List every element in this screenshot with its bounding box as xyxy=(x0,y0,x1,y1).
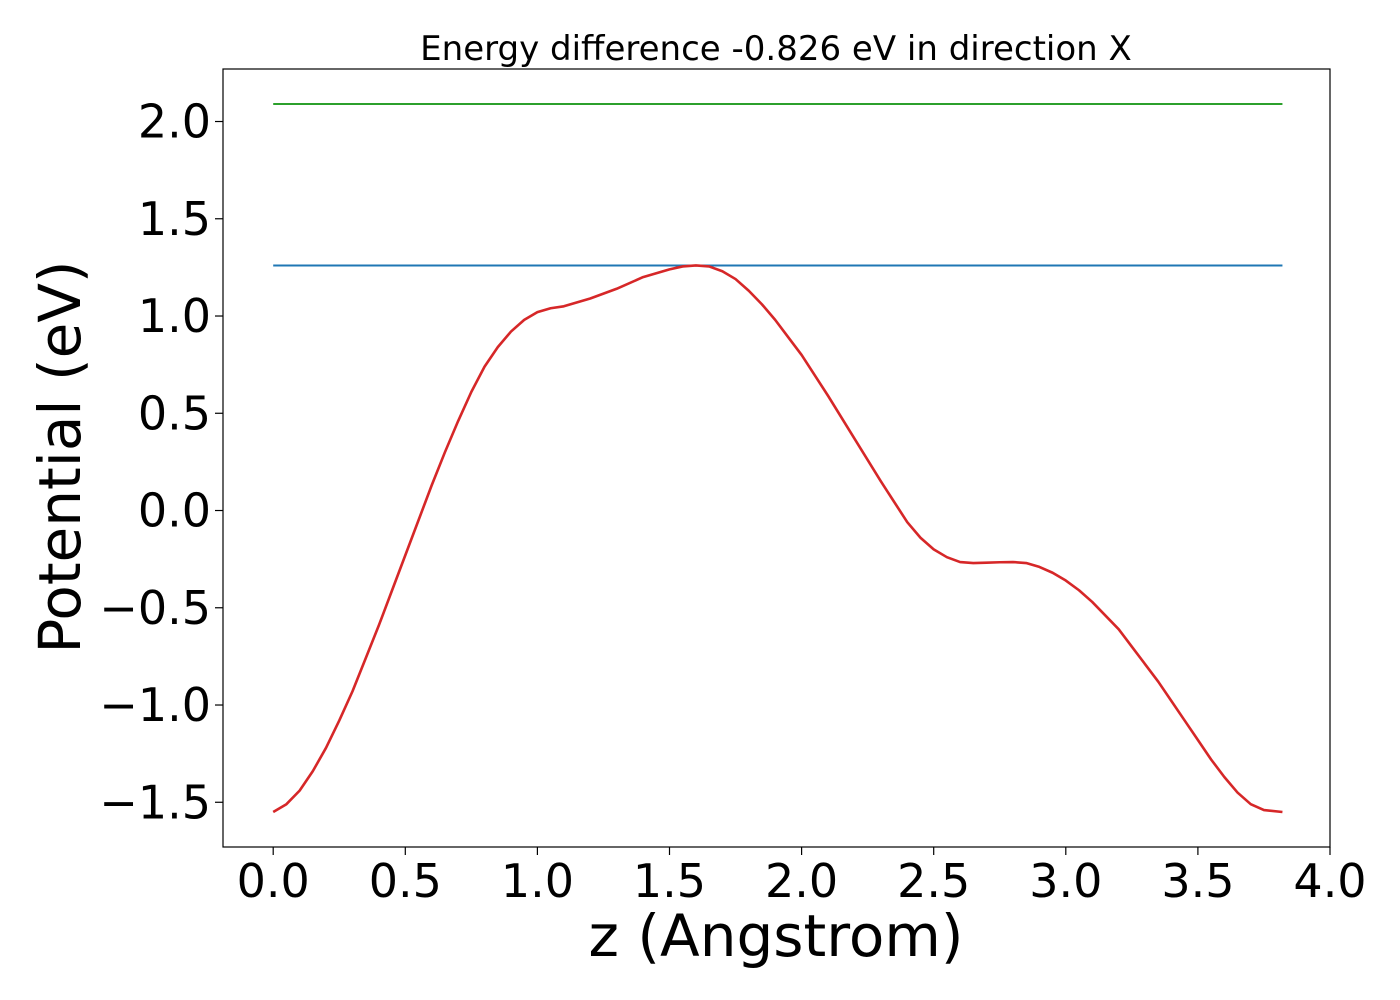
y-tick-label: 2.0 xyxy=(138,95,211,149)
y-tick-label: 0.5 xyxy=(138,386,211,440)
x-tick-label: 1.5 xyxy=(633,854,706,908)
x-tick-label: 2.0 xyxy=(765,854,838,908)
plot-frame xyxy=(222,68,1331,848)
y-tick-label: −0.5 xyxy=(99,581,211,635)
y-tick-label: −1.0 xyxy=(99,678,211,732)
x-axis-label: z (Angstrom) xyxy=(589,902,964,970)
x-tick-label: 3.0 xyxy=(1029,854,1102,908)
x-tick-label: 3.5 xyxy=(1161,854,1234,908)
y-tick-label: −1.5 xyxy=(99,775,211,829)
y-tick-label: 1.0 xyxy=(138,289,211,343)
x-tick-label: 2.5 xyxy=(897,854,970,908)
y-axis-label: Potential (eV) xyxy=(26,260,94,653)
x-tick-label: 0.0 xyxy=(237,854,310,908)
x-tick-label: 1.0 xyxy=(501,854,574,908)
x-tick-label: 0.5 xyxy=(369,854,442,908)
plot-area: 0.0 0.5 1.0 1.5 2.0 2.5 3.0 3.5 4.0 −1.5 −1.0 −0.5 0… xyxy=(99,68,1367,908)
chart-title: Energy difference -0.826 eV in direction… xyxy=(420,29,1132,69)
y-tick-label: 1.5 xyxy=(138,192,211,246)
series-line-2 xyxy=(272,264,1283,814)
x-tick-label: 4.0 xyxy=(1293,854,1366,908)
y-tick-label: 0.0 xyxy=(138,484,211,538)
